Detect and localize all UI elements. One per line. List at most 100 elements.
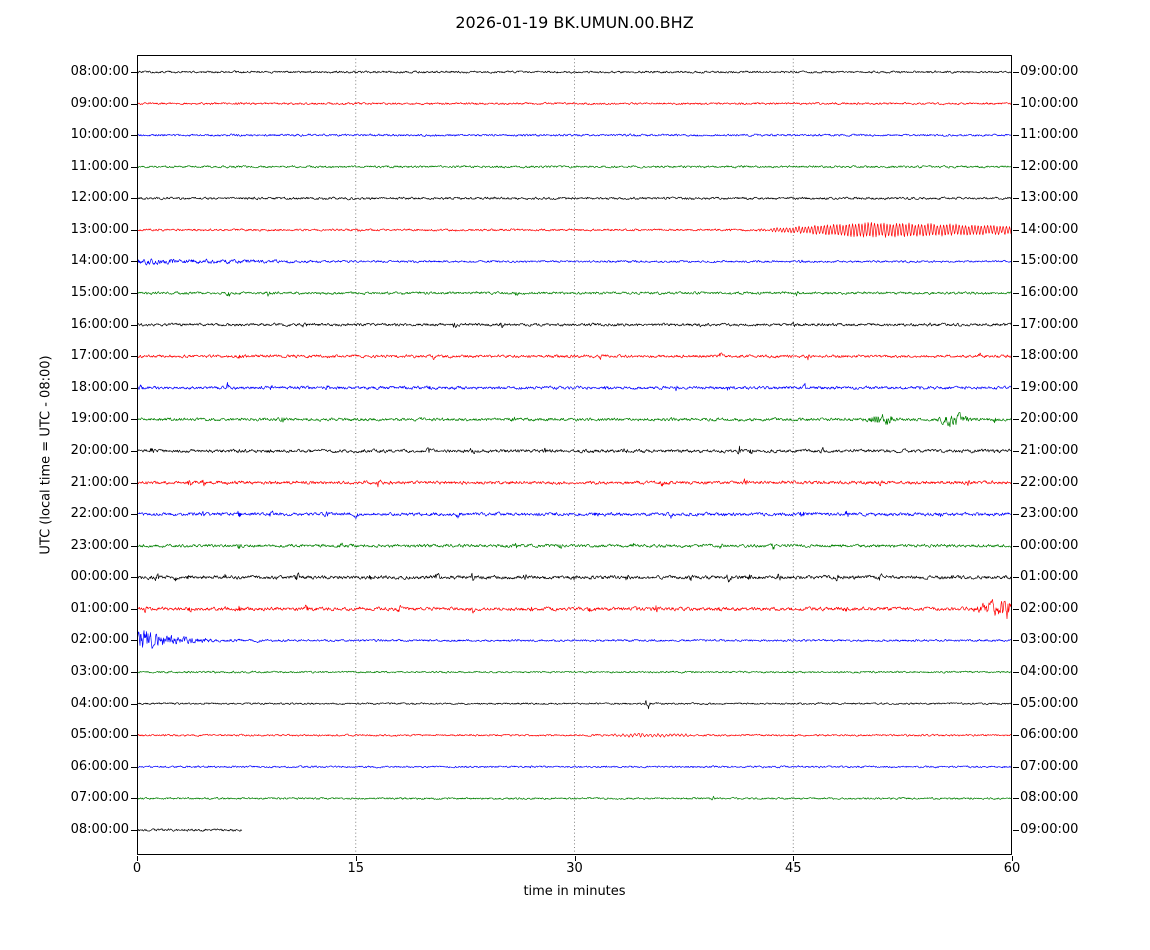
trace-end-time-label: 10:00:00 xyxy=(1020,95,1079,111)
trace-start-time-label: 01:00:00 xyxy=(70,600,129,616)
trace-end-time-label: 03:00:00 xyxy=(1020,632,1079,648)
trace-start-time-label: 00:00:00 xyxy=(70,569,129,585)
axis-tick-mark xyxy=(1013,546,1019,547)
axis-tick-mark xyxy=(131,704,137,705)
axis-tick-mark xyxy=(1013,514,1019,515)
trace-end-time-label: 05:00:00 xyxy=(1020,695,1079,711)
axis-tick-mark xyxy=(1013,609,1019,610)
axis-tick-mark xyxy=(131,325,137,326)
axis-tick-mark xyxy=(1013,419,1019,420)
trace-end-time-label: 06:00:00 xyxy=(1020,727,1079,743)
axis-tick-mark xyxy=(1013,325,1019,326)
axis-tick-mark xyxy=(131,167,137,168)
axis-tick-mark xyxy=(131,514,137,515)
axis-tick-mark xyxy=(1013,198,1019,199)
trace-start-time-label: 22:00:00 xyxy=(70,506,129,522)
plot-area xyxy=(137,55,1012,855)
trace-start-time-label: 17:00:00 xyxy=(70,348,129,364)
trace-end-time-label: 21:00:00 xyxy=(1020,442,1079,458)
trace-end-time-label: 18:00:00 xyxy=(1020,348,1079,364)
axis-tick-mark xyxy=(131,356,137,357)
axis-tick-mark xyxy=(1013,735,1019,736)
trace-end-time-label: 04:00:00 xyxy=(1020,664,1079,680)
trace-start-time-label: 14:00:00 xyxy=(70,253,129,269)
axis-tick-mark xyxy=(131,104,137,105)
axis-tick-mark xyxy=(1013,167,1019,168)
x-tick-label: 0 xyxy=(132,861,142,876)
axis-tick-mark xyxy=(131,261,137,262)
axis-tick-mark xyxy=(1013,767,1019,768)
axis-tick-mark xyxy=(1013,72,1019,73)
trace-end-time-label: 23:00:00 xyxy=(1020,506,1079,522)
trace-end-time-label: 02:00:00 xyxy=(1020,600,1079,616)
trace-end-time-label: 11:00:00 xyxy=(1020,127,1079,143)
axis-tick-mark xyxy=(1013,230,1019,231)
trace-start-time-label: 08:00:00 xyxy=(70,821,129,837)
chart-title: 2026-01-19 BK.UMUN.00.BHZ xyxy=(455,13,694,32)
trace-start-time-label: 15:00:00 xyxy=(70,285,129,301)
axis-tick-mark xyxy=(1013,261,1019,262)
axis-tick-mark xyxy=(1013,104,1019,105)
x-tick-label: 30 xyxy=(566,861,583,876)
axis-tick-mark xyxy=(356,856,357,861)
axis-tick-mark xyxy=(575,856,576,861)
axis-tick-mark xyxy=(1013,830,1019,831)
trace-end-time-label: 22:00:00 xyxy=(1020,474,1079,490)
axis-tick-mark xyxy=(131,577,137,578)
trace-end-time-label: 13:00:00 xyxy=(1020,190,1079,206)
trace-start-time-label: 02:00:00 xyxy=(70,632,129,648)
axis-tick-mark xyxy=(1013,356,1019,357)
trace-end-time-label: 14:00:00 xyxy=(1020,221,1079,237)
trace-start-time-label: 19:00:00 xyxy=(70,411,129,427)
axis-tick-mark xyxy=(131,230,137,231)
axis-tick-mark xyxy=(1013,672,1019,673)
trace-end-time-label: 15:00:00 xyxy=(1020,253,1079,269)
trace-start-time-label: 10:00:00 xyxy=(70,127,129,143)
axis-tick-mark xyxy=(1013,640,1019,641)
axis-tick-mark xyxy=(1013,451,1019,452)
trace-start-time-label: 16:00:00 xyxy=(70,316,129,332)
axis-tick-mark xyxy=(1013,483,1019,484)
trace-start-time-label: 03:00:00 xyxy=(70,664,129,680)
axis-tick-mark xyxy=(1013,135,1019,136)
trace-start-time-label: 13:00:00 xyxy=(70,221,129,237)
axis-tick-mark xyxy=(1013,388,1019,389)
trace-start-time-label: 06:00:00 xyxy=(70,758,129,774)
trace-end-time-label: 20:00:00 xyxy=(1020,411,1079,427)
x-tick-label: 45 xyxy=(784,861,802,876)
axis-tick-mark xyxy=(131,609,137,610)
axis-tick-mark xyxy=(1012,856,1013,861)
axis-tick-mark xyxy=(131,72,137,73)
axis-tick-mark xyxy=(131,546,137,547)
trace-start-time-label: 21:00:00 xyxy=(70,474,129,490)
axis-tick-mark xyxy=(1013,704,1019,705)
axis-tick-mark xyxy=(137,856,138,861)
trace-start-time-label: 04:00:00 xyxy=(70,695,129,711)
axis-tick-mark xyxy=(131,135,137,136)
axis-tick-mark xyxy=(131,293,137,294)
trace-end-time-label: 19:00:00 xyxy=(1020,379,1079,395)
x-tick-label: 15 xyxy=(347,861,365,876)
axis-tick-mark xyxy=(131,483,137,484)
trace-end-time-label: 07:00:00 xyxy=(1020,758,1079,774)
seismogram-traces-canvas xyxy=(137,55,1012,855)
axis-tick-mark xyxy=(1013,293,1019,294)
trace-end-time-label: 08:00:00 xyxy=(1020,790,1079,806)
trace-end-time-label: 00:00:00 xyxy=(1020,537,1079,553)
axis-tick-mark xyxy=(131,735,137,736)
axis-tick-mark xyxy=(1013,798,1019,799)
trace-end-time-label: 17:00:00 xyxy=(1020,316,1079,332)
trace-end-time-label: 09:00:00 xyxy=(1020,821,1079,837)
axis-tick-mark xyxy=(131,419,137,420)
trace-end-time-label: 12:00:00 xyxy=(1020,158,1079,174)
trace-start-time-label: 09:00:00 xyxy=(70,95,129,111)
trace-start-time-label: 07:00:00 xyxy=(70,790,129,806)
trace-start-time-label: 11:00:00 xyxy=(70,158,129,174)
axis-tick-mark xyxy=(1013,577,1019,578)
x-axis-label: time in minutes xyxy=(523,884,626,899)
axis-tick-mark xyxy=(131,672,137,673)
trace-end-time-label: 16:00:00 xyxy=(1020,285,1079,301)
x-tick-label: 60 xyxy=(1003,861,1021,876)
trace-start-time-label: 18:00:00 xyxy=(70,379,129,395)
